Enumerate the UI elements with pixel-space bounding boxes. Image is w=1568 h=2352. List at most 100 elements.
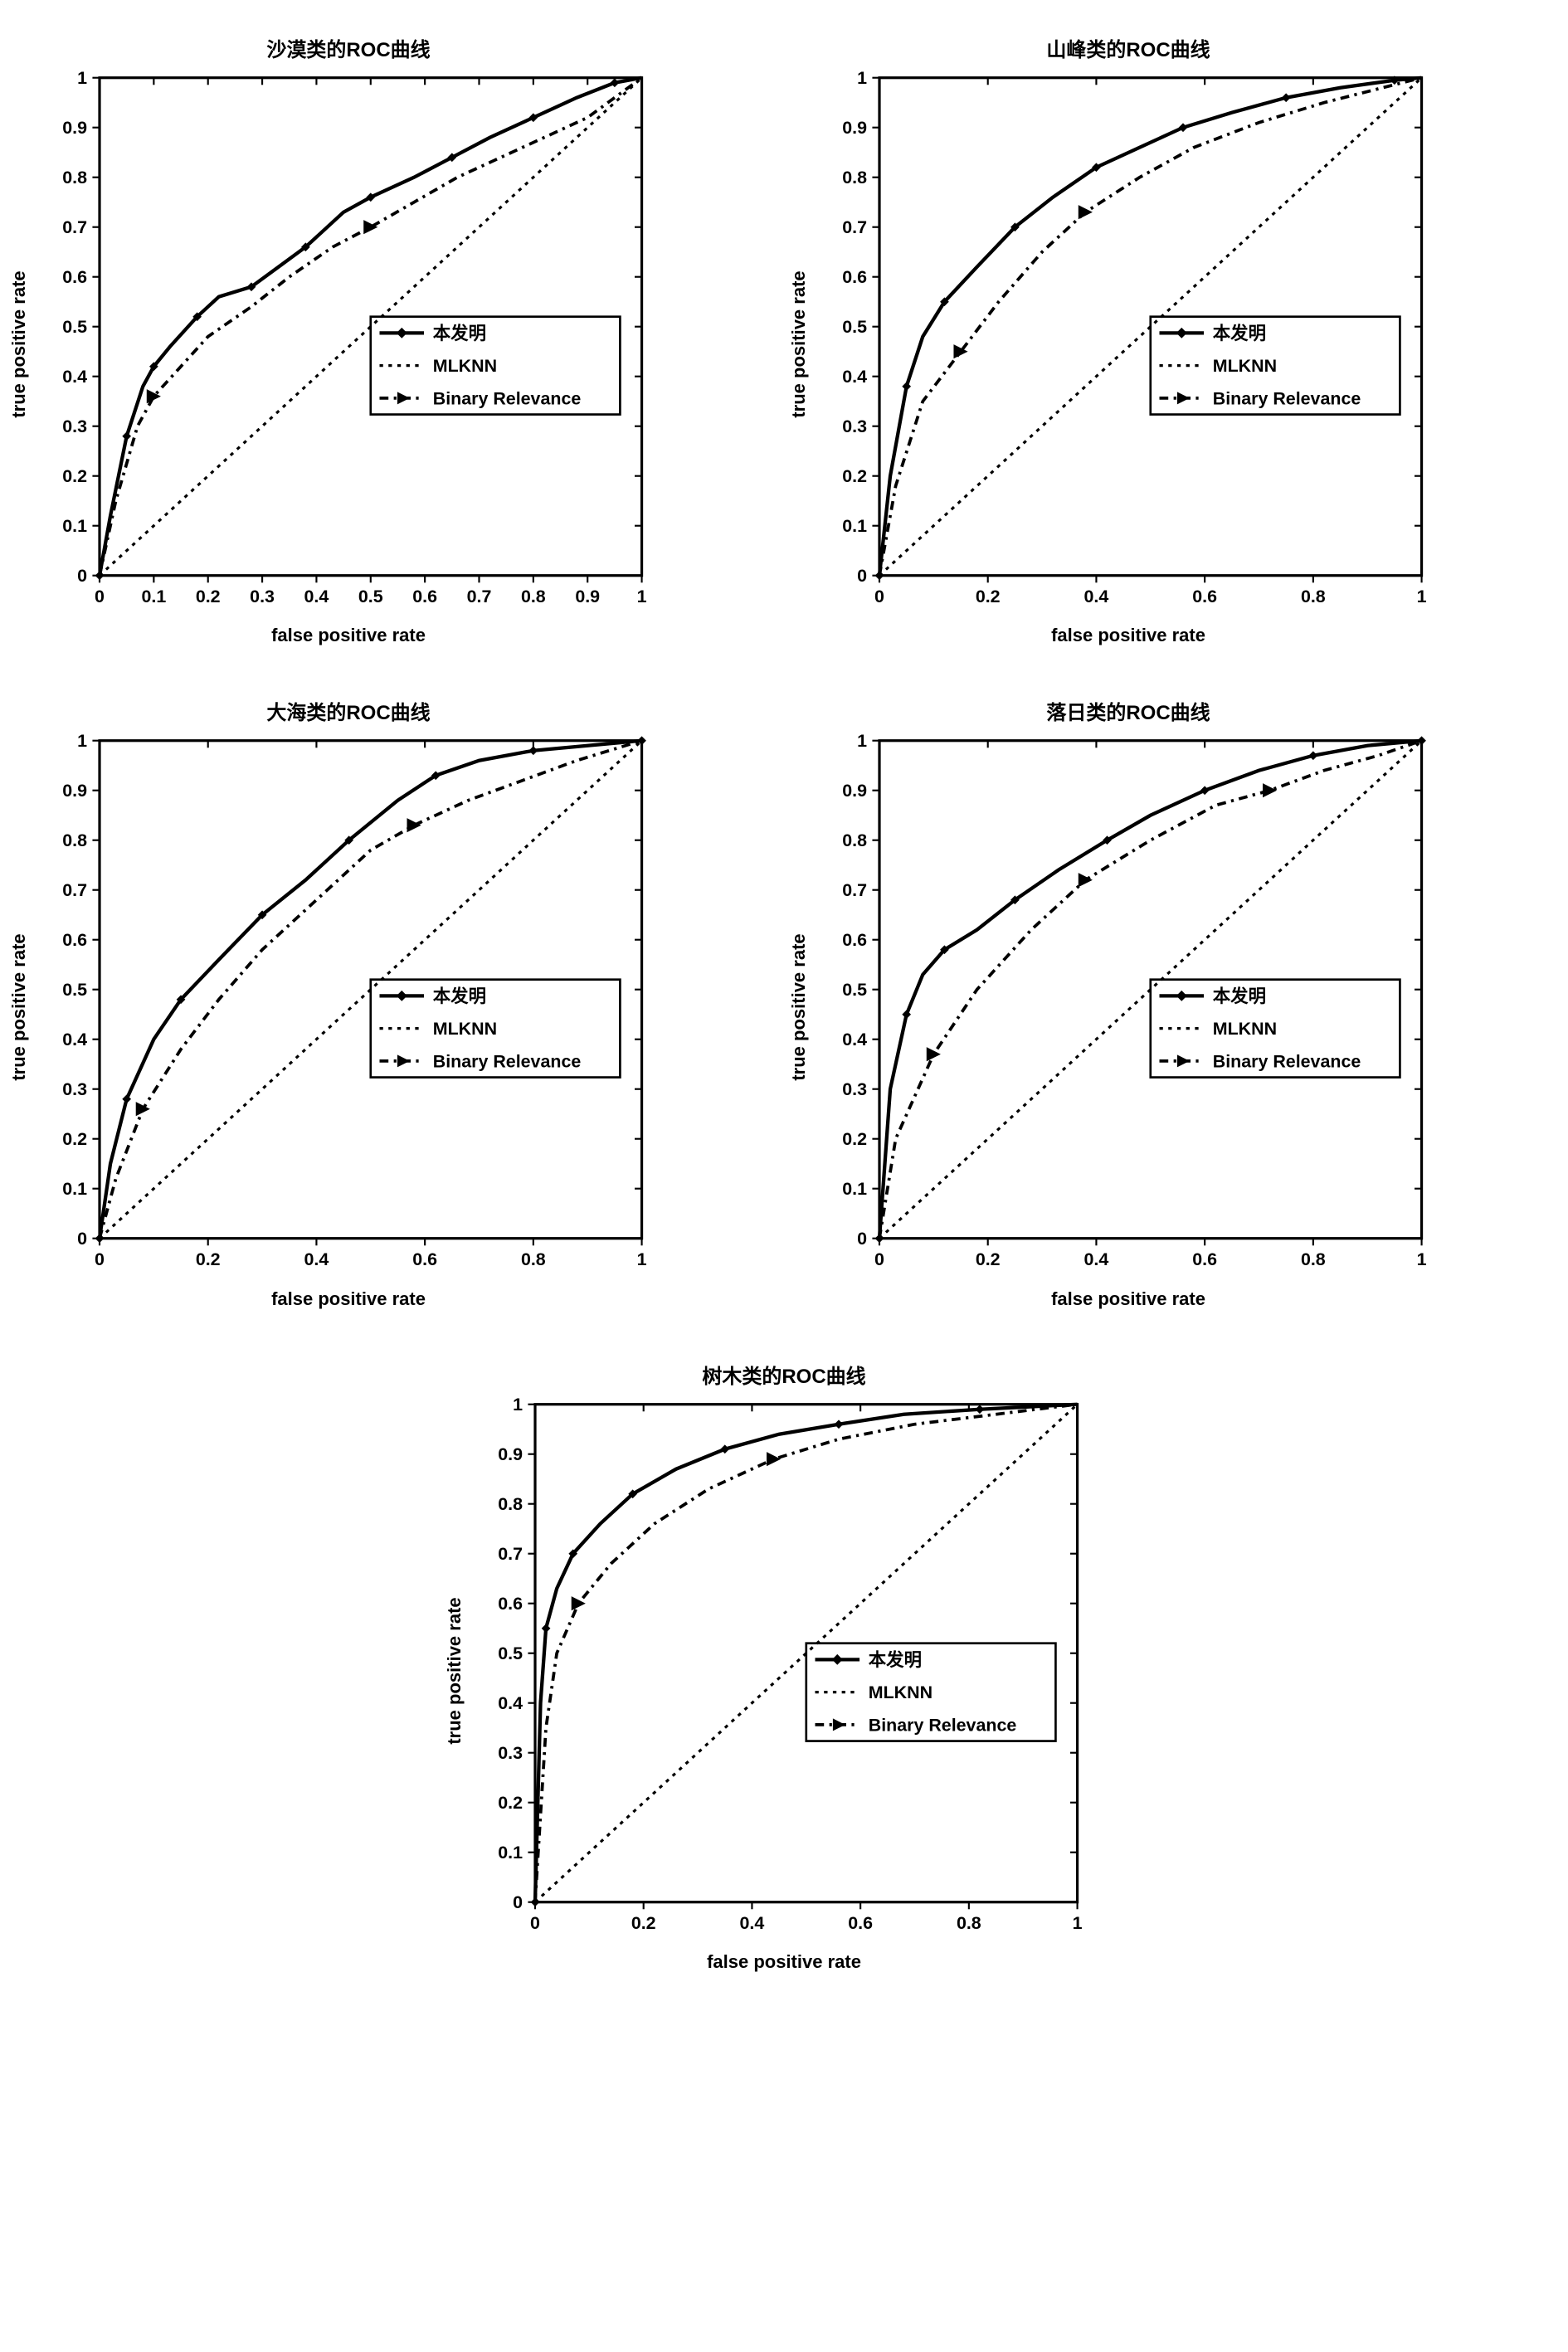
svg-text:0.8: 0.8 — [62, 168, 87, 187]
svg-text:0.2: 0.2 — [842, 466, 867, 486]
legend-label: Binary Relevance — [433, 1052, 582, 1072]
svg-text:0.9: 0.9 — [842, 781, 867, 801]
svg-text:0.3: 0.3 — [842, 416, 867, 436]
svg-text:0.3: 0.3 — [62, 1079, 87, 1099]
legend-label: MLKNN — [1213, 356, 1277, 376]
svg-text:0.4: 0.4 — [1084, 1249, 1109, 1269]
svg-text:0.8: 0.8 — [1301, 587, 1326, 606]
svg-text:0: 0 — [857, 1229, 867, 1249]
y-axis-label: true positive rate — [788, 271, 810, 418]
svg-text:1: 1 — [1417, 587, 1427, 606]
svg-text:0.1: 0.1 — [498, 1843, 523, 1863]
svg-text:0.3: 0.3 — [250, 587, 275, 606]
chart-panel: 山峰类的ROC曲线 true positive rate 00.20.40.60… — [817, 33, 1531, 646]
svg-text:0.5: 0.5 — [498, 1643, 523, 1663]
svg-text:0.6: 0.6 — [842, 267, 867, 287]
svg-text:0: 0 — [95, 587, 105, 606]
chart-svg: 00.20.40.60.8100.10.20.30.40.50.60.70.80… — [817, 69, 1439, 620]
legend-label: MLKNN — [1213, 1019, 1277, 1039]
svg-text:0: 0 — [513, 1892, 523, 1912]
x-axis-label: false positive rate — [37, 1288, 660, 1310]
svg-text:0.8: 0.8 — [842, 168, 867, 187]
svg-text:0: 0 — [77, 1229, 87, 1249]
svg-text:1: 1 — [77, 732, 87, 751]
svg-text:0: 0 — [857, 566, 867, 586]
svg-text:0.2: 0.2 — [842, 1129, 867, 1149]
svg-text:0.6: 0.6 — [62, 930, 87, 950]
svg-text:0: 0 — [77, 566, 87, 586]
chart-panel: 树木类的ROC曲线 true positive rate 0 0.2 0.4 0.6 0… — [37, 1360, 1531, 1973]
plot-area: true positive rate 00.20.40.60.8100.10.2… — [37, 732, 660, 1283]
svg-text:0.6: 0.6 — [498, 1594, 523, 1614]
svg-text:1: 1 — [1073, 1912, 1083, 1932]
svg-text:0.3: 0.3 — [62, 416, 87, 436]
svg-text:0.8: 0.8 — [521, 587, 546, 606]
svg-text:0.4: 0.4 — [498, 1693, 523, 1713]
legend-label: 本发明 — [433, 986, 486, 1006]
svg-text:0.8: 0.8 — [521, 1249, 546, 1269]
y-axis-label: true positive rate — [8, 934, 30, 1081]
svg-text:0.7: 0.7 — [842, 217, 867, 237]
svg-text:0.9: 0.9 — [842, 118, 867, 138]
svg-text:0.2: 0.2 — [631, 1912, 656, 1932]
svg-text:0.3: 0.3 — [498, 1743, 523, 1763]
legend-label: Binary Relevance — [869, 1715, 1017, 1735]
chart-title: 落日类的ROC曲线 — [817, 696, 1439, 725]
svg-text:0.8: 0.8 — [842, 830, 867, 850]
svg-text:0.4: 0.4 — [842, 367, 867, 387]
legend-label: MLKNN — [869, 1682, 933, 1702]
svg-text:0.6: 0.6 — [62, 267, 87, 287]
legend-label: 本发明 — [1213, 323, 1266, 343]
svg-text:0.7: 0.7 — [498, 1544, 523, 1564]
legend-label: 本发明 — [1213, 986, 1266, 1006]
svg-text:0.8: 0.8 — [957, 1912, 981, 1932]
svg-text:0.4: 0.4 — [62, 1030, 87, 1049]
svg-text:1: 1 — [637, 587, 647, 606]
svg-text:0.4: 0.4 — [62, 367, 87, 387]
chart-title: 大海类的ROC曲线 — [37, 696, 660, 725]
svg-text:0.1: 0.1 — [842, 516, 867, 536]
svg-text:0.1: 0.1 — [62, 1179, 87, 1199]
svg-text:0.5: 0.5 — [842, 317, 867, 337]
svg-text:0.7: 0.7 — [842, 880, 867, 900]
plot-area: true positive rate 00.20.40.60.8100.10.2… — [817, 732, 1439, 1283]
legend-label: 本发明 — [433, 323, 486, 343]
svg-text:0.6: 0.6 — [1192, 587, 1217, 606]
chart-svg: 00.20.40.60.8100.10.20.30.40.50.60.70.80… — [37, 732, 660, 1283]
svg-text:0.8: 0.8 — [1301, 1249, 1326, 1269]
x-axis-label: false positive rate — [473, 1951, 1095, 1973]
svg-text:0.8: 0.8 — [62, 830, 87, 850]
svg-text:0.2: 0.2 — [196, 1249, 221, 1269]
plot-area: true positive rate 00.20.40.60.8100.10.2… — [473, 1395, 1095, 1946]
svg-text:0.8: 0.8 — [498, 1494, 523, 1514]
chart-panel: 大海类的ROC曲线 true positive rate 00.20.40.60… — [37, 696, 751, 1309]
svg-text:0.7: 0.7 — [62, 880, 87, 900]
svg-text:0.7: 0.7 — [467, 587, 492, 606]
svg-text:0: 0 — [95, 1249, 105, 1269]
chart-title: 树木类的ROC曲线 — [473, 1360, 1095, 1389]
svg-text:0.2: 0.2 — [976, 1249, 1001, 1269]
chart-svg: 00.20.40.60.8100.10.20.30.40.50.60.70.80… — [473, 1395, 1095, 1946]
y-axis-label: true positive rate — [444, 1597, 465, 1744]
chart-title: 沙漠类的ROC曲线 — [37, 33, 660, 62]
charts-grid: 沙漠类的ROC曲线 true positive rate 0 0.1 0.2 0.3 0… — [37, 33, 1531, 1973]
svg-text:0.9: 0.9 — [62, 781, 87, 801]
svg-text:0.5: 0.5 — [62, 317, 87, 337]
svg-text:0.3: 0.3 — [842, 1079, 867, 1099]
svg-text:0.6: 0.6 — [848, 1912, 873, 1932]
svg-text:0.1: 0.1 — [62, 516, 87, 536]
svg-text:1: 1 — [77, 69, 87, 88]
plot-area: true positive rate 00.20.40.60.8100.10.2… — [817, 69, 1439, 620]
svg-text:0.4: 0.4 — [1084, 587, 1109, 606]
y-axis-label: true positive rate — [788, 934, 810, 1081]
svg-text:0.6: 0.6 — [412, 1249, 437, 1269]
svg-text:1: 1 — [1417, 1249, 1427, 1269]
svg-text:1: 1 — [857, 69, 867, 88]
legend-label: Binary Relevance — [1213, 388, 1361, 408]
svg-text:0.1: 0.1 — [842, 1179, 867, 1199]
svg-text:0.9: 0.9 — [62, 118, 87, 138]
svg-text:0.2: 0.2 — [62, 466, 87, 486]
svg-text:0.6: 0.6 — [1192, 1249, 1217, 1269]
svg-text:1: 1 — [637, 1249, 647, 1269]
chart-panel: 落日类的ROC曲线 true positive rate 00.20.40.60… — [817, 696, 1531, 1309]
